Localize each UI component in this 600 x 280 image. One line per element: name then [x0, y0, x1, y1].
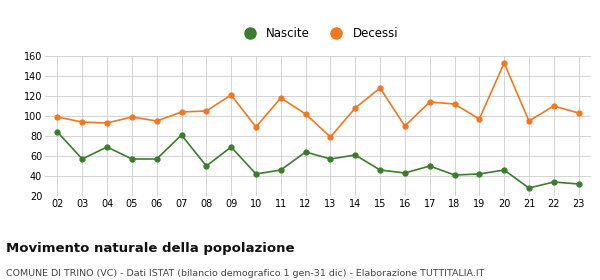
Nascite — [253, 172, 260, 176]
Nascite — [277, 168, 284, 172]
Decessi — [575, 111, 582, 115]
Nascite — [352, 153, 359, 157]
Nascite — [178, 133, 185, 137]
Decessi — [327, 135, 334, 139]
Nascite — [153, 157, 160, 161]
Decessi — [277, 96, 284, 100]
Line: Decessi: Decessi — [55, 60, 581, 139]
Nascite — [426, 164, 433, 168]
Nascite — [79, 157, 86, 161]
Legend: Nascite, Decessi: Nascite, Decessi — [233, 23, 403, 45]
Decessi — [376, 86, 383, 90]
Decessi — [103, 121, 110, 125]
Decessi — [203, 109, 210, 113]
Nascite — [103, 145, 110, 149]
Nascite — [550, 180, 557, 184]
Decessi — [54, 115, 61, 119]
Decessi — [526, 119, 533, 123]
Text: COMUNE DI TRINO (VC) - Dati ISTAT (bilancio demografico 1 gen-31 dic) - Elaboraz: COMUNE DI TRINO (VC) - Dati ISTAT (bilan… — [6, 269, 484, 278]
Text: Movimento naturale della popolazione: Movimento naturale della popolazione — [6, 242, 295, 255]
Decessi — [426, 100, 433, 104]
Decessi — [153, 119, 160, 123]
Decessi — [550, 104, 557, 108]
Nascite — [451, 173, 458, 177]
Decessi — [352, 106, 359, 110]
Nascite — [203, 164, 210, 168]
Nascite — [376, 168, 383, 172]
Decessi — [178, 110, 185, 114]
Decessi — [253, 125, 260, 129]
Decessi — [79, 120, 86, 124]
Decessi — [128, 115, 136, 119]
Nascite — [575, 182, 582, 186]
Decessi — [451, 102, 458, 106]
Decessi — [500, 61, 508, 65]
Nascite — [128, 157, 136, 161]
Nascite — [227, 145, 235, 149]
Decessi — [401, 124, 409, 128]
Nascite — [327, 157, 334, 161]
Decessi — [476, 117, 483, 121]
Nascite — [302, 150, 309, 154]
Line: Nascite: Nascite — [55, 130, 581, 190]
Nascite — [54, 130, 61, 134]
Decessi — [227, 93, 235, 97]
Nascite — [526, 186, 533, 190]
Nascite — [476, 172, 483, 176]
Nascite — [401, 171, 409, 175]
Decessi — [302, 112, 309, 116]
Nascite — [500, 168, 508, 172]
